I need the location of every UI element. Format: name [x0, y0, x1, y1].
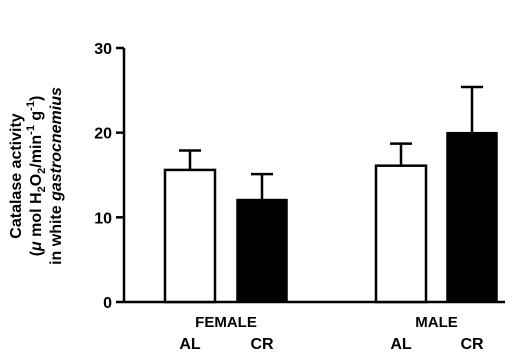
bar-cr-3 — [446, 131, 498, 303]
bar-al-0 — [163, 168, 217, 304]
y-tick-label-0: 0 — [103, 295, 112, 312]
bar-cr-1 — [236, 198, 288, 303]
y-tick-label-1: 10 — [94, 210, 112, 227]
y-tick-label-2: 20 — [94, 126, 112, 143]
category-label-0: AL — [179, 336, 201, 353]
category-label-1: CR — [250, 336, 274, 353]
y-tick-label-3: 30 — [94, 41, 112, 58]
category-label-3: CR — [460, 336, 484, 353]
y-axis-label: Catalase activity (μ mol H2O2/min-1 g-1)… — [8, 87, 65, 265]
bars — [163, 85, 498, 304]
category-label-2: AL — [390, 336, 412, 353]
y-axis-label-line2: (μ mol H2O2/min-1 g-1) — [25, 96, 48, 257]
y-axis-label-line1: Catalase activity — [8, 113, 25, 239]
group-label-female: FEMALE — [195, 314, 257, 331]
bar-al-2 — [374, 164, 428, 304]
group-label-male: MALE — [415, 314, 458, 331]
y-axis-label-line3: in white gastrocnemius — [48, 87, 65, 265]
axes: 0 10 20 30 — [94, 41, 505, 312]
